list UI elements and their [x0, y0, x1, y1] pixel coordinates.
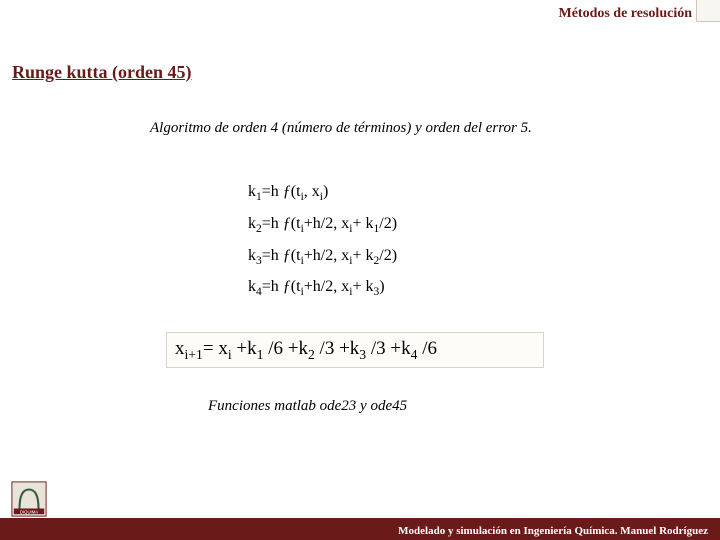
equation-k1: k1=h ƒ(ti, xi): [248, 178, 397, 208]
main-formula: xi+1= xi +k1 /6 +k2 /3 +k3 /3 +k4 /6: [175, 338, 437, 363]
equation-k2: k2=h ƒ(ti+h/2, xi+ k1/2): [248, 210, 397, 240]
equation-block: k1=h ƒ(ti, xi) k2=h ƒ(ti+h/2, xi+ k1/2) …: [248, 178, 397, 305]
matlab-note: Funciones matlab ode23 y ode45: [208, 398, 407, 415]
header-title: Métodos de resolución: [558, 6, 692, 22]
main-formula-box: xi+1= xi +k1 /6 +k2 /3 +k3 /3 +k4 /6: [166, 332, 544, 368]
equation-k4: k4=h ƒ(ti+h/2, xi+ k3): [248, 273, 397, 303]
algorithm-description: Algoritmo de orden 4 (número de términos…: [150, 120, 532, 137]
equation-k3: k3=h ƒ(ti+h/2, xi+ k2/2): [248, 242, 397, 272]
logo-icon: DIQUIMA: [10, 480, 48, 518]
header-corner-box: [696, 0, 720, 22]
section-title: Runge kutta (orden 45): [12, 62, 192, 83]
svg-text:DIQUIMA: DIQUIMA: [20, 509, 38, 514]
footer-text: Modelado y simulación en Ingeniería Quím…: [398, 525, 708, 537]
